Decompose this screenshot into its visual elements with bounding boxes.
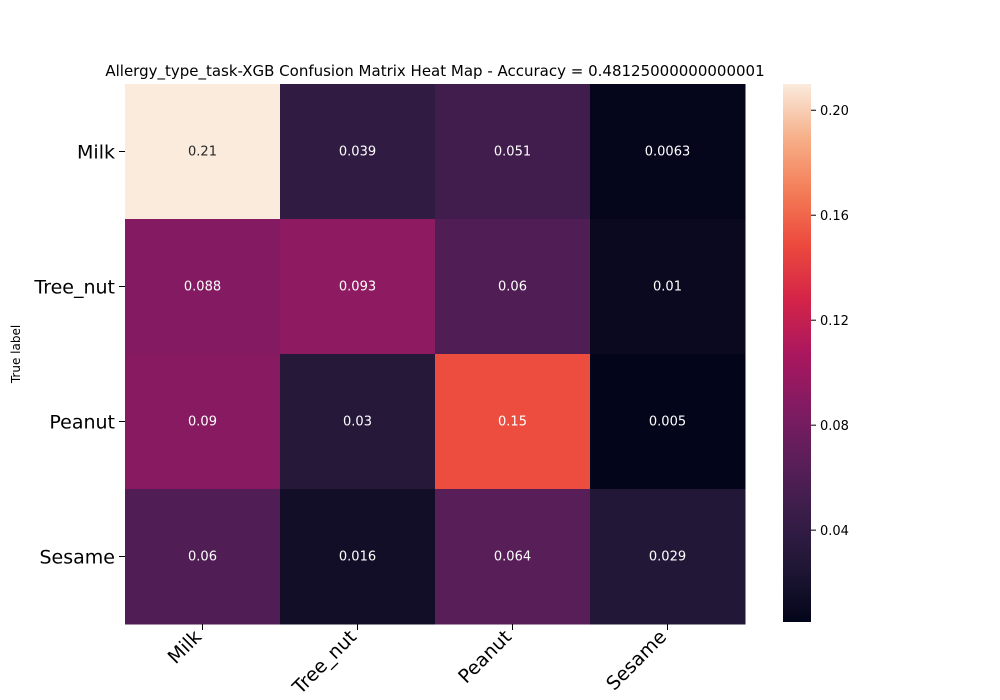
colorbar-tick-label: 0.08 (820, 419, 849, 434)
heatmap-cell (435, 219, 591, 355)
colorbar-tick-label: 0.16 (820, 209, 849, 224)
colorbar-tick-label: 0.20 (820, 104, 849, 119)
colorbar: 0.04 0.08 0.12 0.16 0.20 (783, 84, 849, 622)
heatmap-cell (280, 219, 436, 355)
colorbar-tick-label: 0.12 (820, 314, 849, 329)
colorbar-gradient (783, 84, 811, 622)
cell-annotation: 0.029 (649, 550, 686, 565)
cell-annotation: 0.005 (649, 415, 686, 430)
column-tick-label: Tree_nut (288, 626, 361, 699)
column-tick-label: Sesame (602, 626, 671, 695)
row-tick-label: Sesame (40, 547, 116, 569)
heatmap-cell (280, 489, 436, 625)
row-tick-label: Milk (77, 142, 115, 164)
cell-annotation: 0.01 (653, 280, 682, 295)
heatmap-cell (125, 489, 281, 625)
row-tick-label: Tree_nut (33, 277, 115, 299)
heatmap-cell (590, 219, 746, 355)
heatmap-cell (590, 84, 746, 220)
heatmap-cell (435, 489, 591, 625)
heatmap-cell (125, 219, 281, 355)
cell-annotation: 0.09 (188, 415, 217, 430)
row-tick-label: Peanut (49, 412, 115, 434)
heatmap-cell (435, 354, 591, 490)
cell-annotation: 0.088 (184, 280, 221, 295)
cell-annotation: 0.093 (339, 280, 376, 295)
heatmap-cell (280, 84, 436, 220)
cell-annotation: 0.15 (498, 415, 527, 430)
heatmap-cell (125, 354, 281, 490)
heatmap-cell (435, 84, 591, 220)
cell-annotation: 0.21 (188, 145, 217, 160)
heatmap-cell (590, 489, 746, 625)
colorbar-tick-label: 0.04 (820, 524, 849, 539)
chart-title: Allergy_type_task-XGB Confusion Matrix H… (105, 62, 764, 81)
heatmap-cell (125, 84, 281, 220)
y-axis-label: True label (9, 325, 23, 384)
heatmap-cell (280, 354, 436, 490)
column-tick-labels: Milk Tree_nut Peanut Sesame (164, 624, 671, 699)
cell-annotation: 0.016 (339, 550, 376, 565)
cell-annotation: 0.06 (498, 280, 527, 295)
row-tick-labels: Milk Tree_nut Peanut Sesame (33, 142, 125, 569)
cell-annotation: 0.06 (188, 550, 217, 565)
column-tick-label: Peanut (454, 626, 516, 688)
cell-annotation: 0.03 (343, 415, 372, 430)
cell-annotation: 0.039 (339, 145, 376, 160)
cell-annotation: 0.051 (494, 145, 531, 160)
heatmap-cell (590, 354, 746, 490)
heatmap-cells: 0.21 0.039 0.051 0.0063 0.088 0.093 0.06 0.01 0.… (125, 84, 746, 625)
cell-annotation: 0.064 (494, 550, 531, 565)
column-tick-label: Milk (164, 626, 206, 668)
cell-annotation: 0.0063 (645, 145, 691, 160)
